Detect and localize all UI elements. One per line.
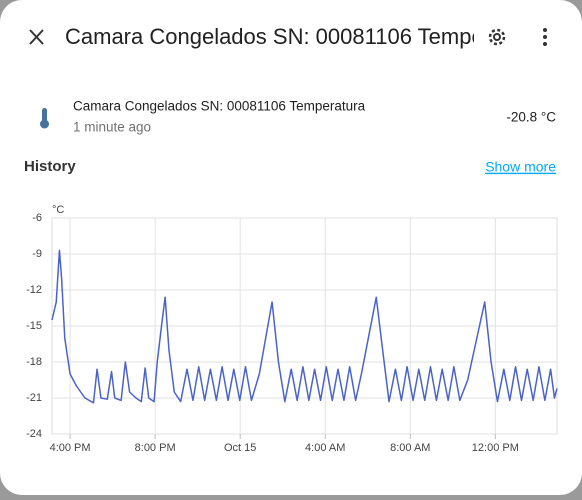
y-tick-label: -24: [26, 428, 42, 440]
entity-name: Camara Congelados SN: 00081106 Temperatu…: [73, 99, 366, 114]
entity-last-changed: 1 minute ago: [73, 120, 151, 135]
settings-button[interactable]: [488, 28, 506, 46]
history-chart: -6 -9 -12 -15 -18 -21 -24 4:00 PM 8:00 PM Oct 15 4…: [26, 212, 558, 454]
y-tick-label: -15: [26, 320, 42, 332]
close-button[interactable]: [29, 29, 44, 45]
x-tick-label: 8:00 PM: [135, 442, 176, 454]
history-title: History: [24, 158, 76, 175]
data-line: [51, 249, 558, 404]
more-button[interactable]: [543, 28, 547, 46]
thermometer-icon: [40, 108, 49, 129]
y-tick-label: -9: [32, 248, 42, 260]
x-tick-label: 8:00 AM: [390, 442, 430, 454]
y-tick-label: -21: [26, 392, 42, 404]
dialog-title: Camara Congelados SN: 00081106 Temperatu…: [65, 24, 542, 49]
entity-state: -20.8 °C: [506, 110, 556, 125]
show-more-link[interactable]: Show more: [485, 159, 556, 175]
x-tick-label: Oct 15: [224, 442, 256, 454]
x-tick-label: 12:00 PM: [472, 442, 519, 454]
y-unit: °C: [52, 204, 64, 216]
y-tick-label: -6: [32, 212, 42, 224]
y-tick-label: -12: [26, 284, 42, 296]
x-tick-label: 4:00 PM: [50, 442, 91, 454]
y-tick-label: -18: [26, 356, 42, 368]
x-tick-label: 4:00 AM: [305, 442, 345, 454]
